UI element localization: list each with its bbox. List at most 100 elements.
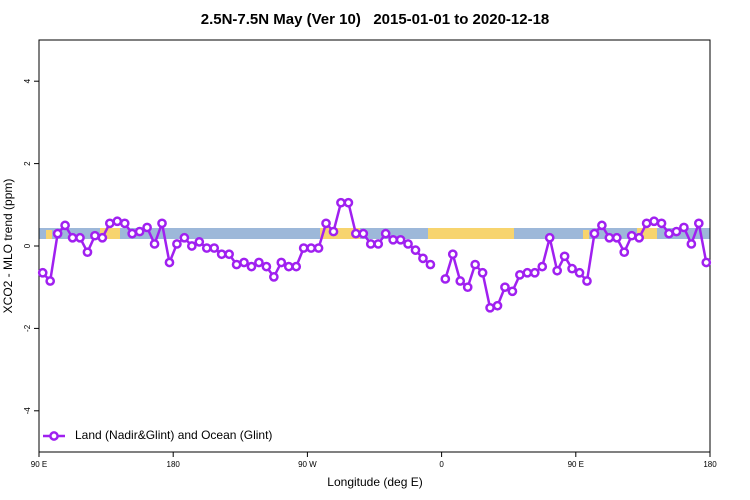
point — [619, 247, 630, 258]
point — [418, 253, 428, 264]
point — [425, 259, 436, 270]
point — [67, 232, 78, 243]
point — [321, 218, 331, 229]
point — [462, 282, 473, 293]
y-tick-label: -4 — [23, 407, 32, 415]
point — [701, 257, 712, 268]
point — [112, 216, 123, 227]
point — [149, 239, 160, 249]
y-tick-label: 0 — [23, 243, 32, 248]
point — [597, 220, 607, 231]
point — [276, 257, 287, 268]
point — [45, 276, 56, 286]
point — [529, 267, 540, 278]
point — [470, 259, 480, 270]
point — [37, 267, 48, 278]
land-patch — [46, 230, 52, 239]
chart-title: 2.5N-7.5N May (Ver 10) 2015-01-01 to 202… — [201, 11, 550, 28]
point — [127, 228, 138, 239]
point — [52, 228, 63, 239]
x-tick-label: 90 E — [568, 460, 584, 469]
legend-marker — [49, 431, 59, 441]
point — [179, 232, 190, 243]
point — [313, 243, 324, 253]
point — [507, 286, 518, 297]
point — [291, 261, 302, 272]
point — [455, 276, 466, 286]
point — [611, 232, 622, 243]
land-patch — [100, 228, 120, 239]
point — [574, 267, 585, 278]
land-patch — [320, 228, 360, 239]
point — [447, 249, 458, 260]
point — [522, 267, 533, 278]
y-tick-label: 2 — [23, 161, 32, 166]
point — [90, 230, 100, 241]
legend-label: Land (Nadir&Glint) and Ocean (Glint) — [75, 428, 272, 442]
point — [97, 232, 108, 243]
point — [582, 276, 592, 286]
point — [395, 234, 406, 245]
point — [604, 232, 615, 243]
point — [186, 241, 197, 251]
point — [656, 218, 667, 229]
point — [664, 228, 674, 239]
point — [104, 218, 115, 229]
point — [351, 228, 361, 239]
surface-mask — [39, 228, 710, 239]
point — [477, 267, 488, 278]
point — [134, 226, 145, 237]
point — [283, 261, 294, 272]
point — [626, 230, 637, 241]
point — [358, 228, 369, 239]
point — [365, 239, 376, 249]
point — [649, 216, 659, 227]
point — [209, 243, 220, 253]
x-tick-label: 180 — [703, 460, 717, 469]
point — [500, 282, 510, 293]
point — [410, 245, 421, 255]
land-patch — [428, 228, 514, 239]
point — [380, 228, 391, 239]
point — [492, 300, 503, 311]
point — [216, 249, 227, 260]
point — [142, 222, 152, 233]
point — [269, 272, 279, 282]
point — [298, 243, 309, 253]
y-tick-label: 4 — [23, 78, 32, 83]
point — [343, 197, 354, 208]
point — [194, 237, 205, 247]
point — [119, 218, 130, 229]
point — [75, 232, 85, 243]
point — [686, 239, 697, 249]
point — [634, 232, 645, 243]
point — [224, 249, 234, 260]
point — [403, 239, 413, 249]
point — [82, 247, 93, 258]
point — [60, 220, 70, 231]
point — [328, 226, 339, 237]
point — [679, 222, 689, 233]
y-axis-label: XCO2 - MLO trend (ppm) — [1, 179, 15, 314]
point — [641, 218, 652, 229]
point — [246, 261, 257, 272]
point — [537, 261, 548, 272]
x-tick-label: 180 — [167, 460, 181, 469]
point — [544, 232, 555, 243]
point — [254, 257, 264, 268]
point — [440, 274, 451, 284]
point — [157, 218, 167, 229]
point — [261, 261, 272, 272]
x-tick-label: 0 — [439, 460, 444, 469]
y-tick-label: -2 — [23, 324, 32, 332]
ocean-band — [39, 228, 710, 239]
point — [671, 226, 682, 237]
series-line — [41, 201, 708, 310]
point — [164, 257, 175, 268]
point — [567, 263, 577, 274]
point — [201, 243, 212, 253]
point — [552, 265, 563, 276]
point — [336, 197, 346, 208]
point — [693, 218, 704, 229]
